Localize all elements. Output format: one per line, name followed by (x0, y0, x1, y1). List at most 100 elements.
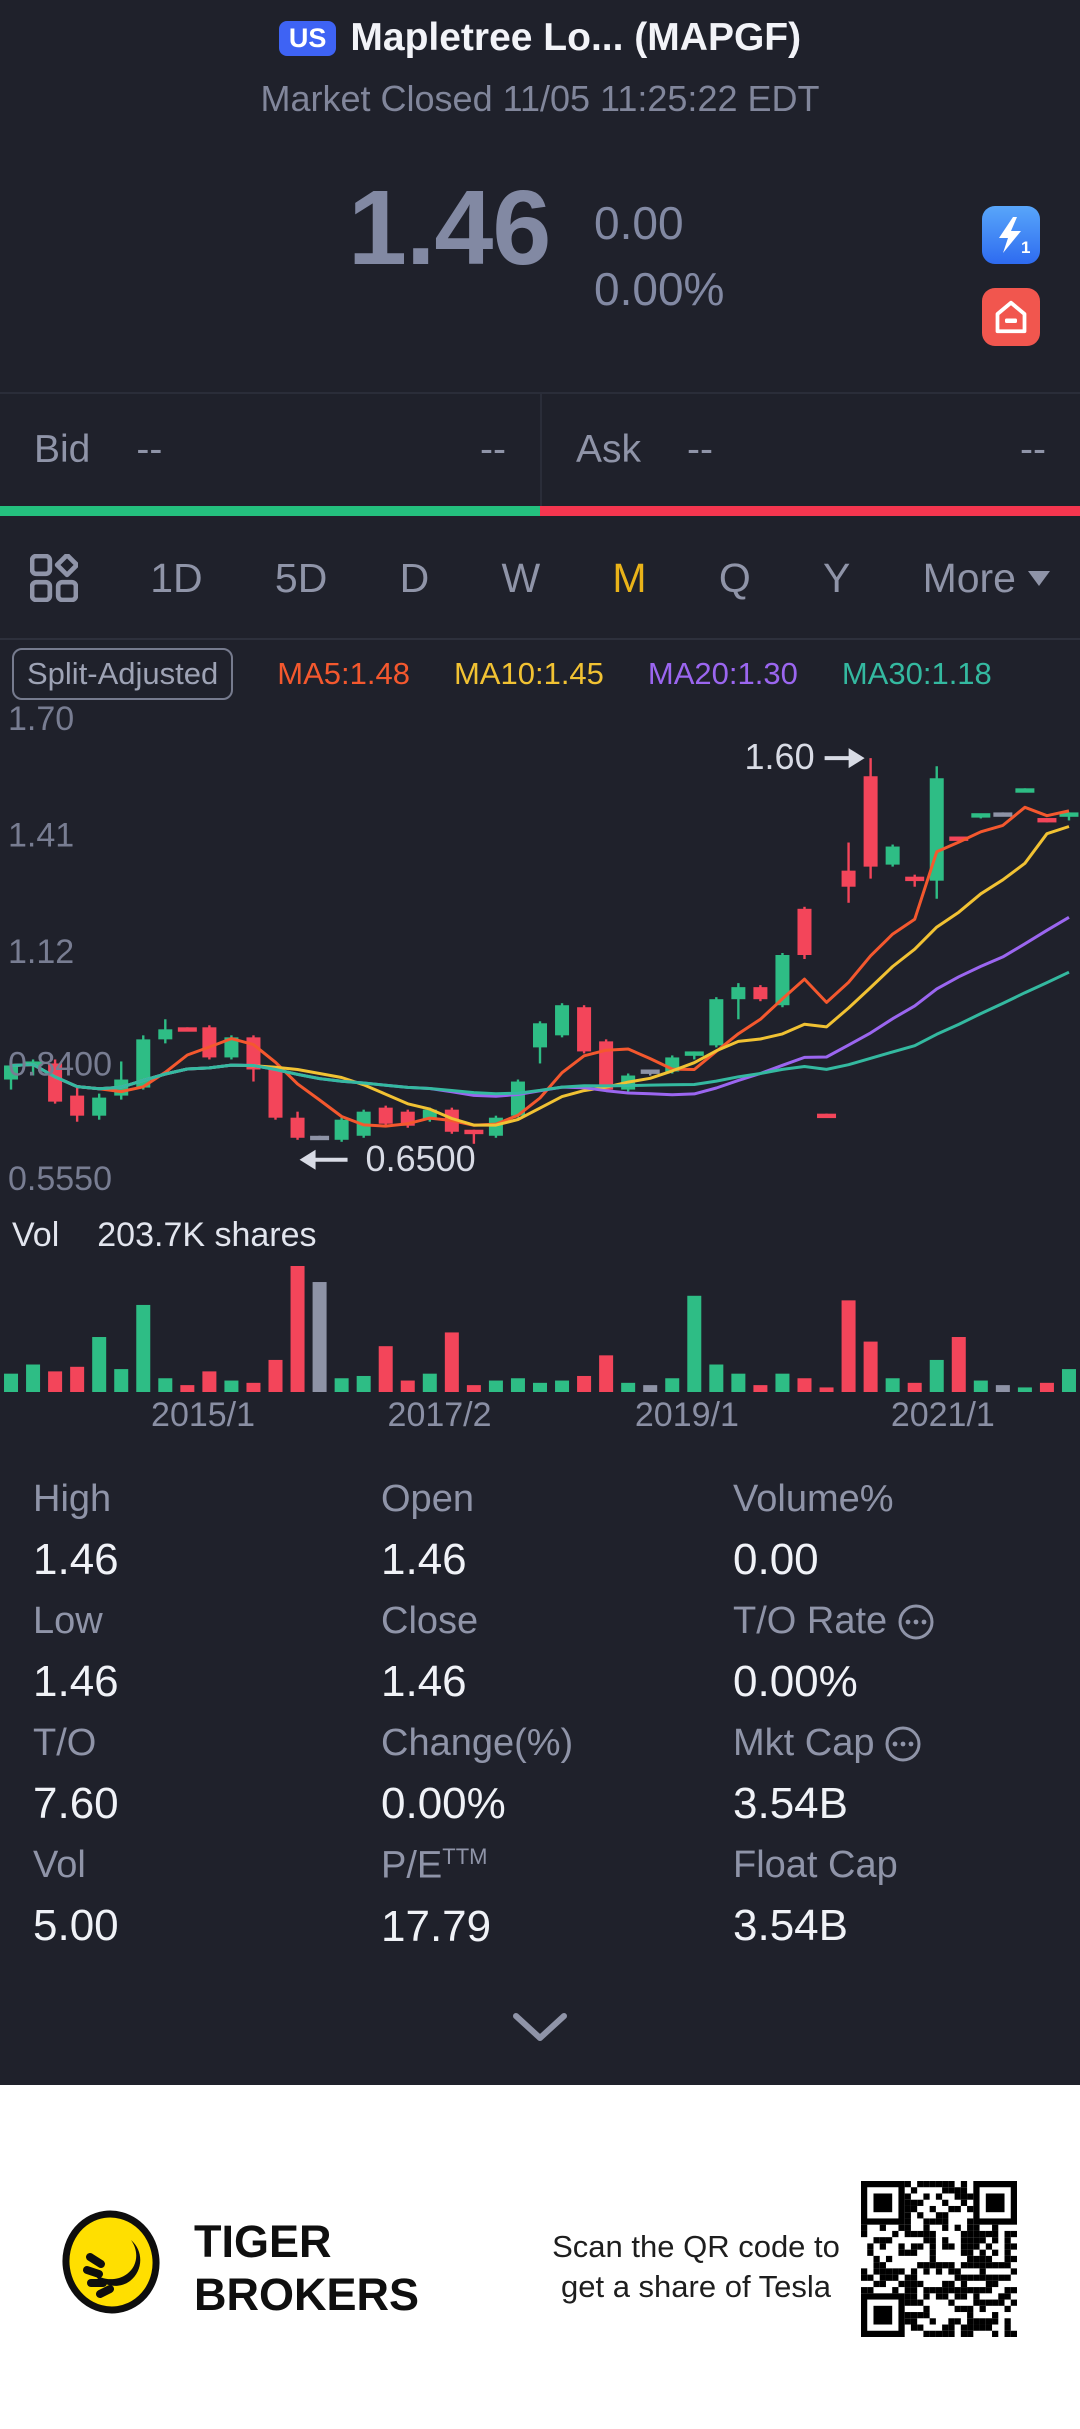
stat-value: 1.46 (33, 1657, 119, 1706)
svg-text:1.70: 1.70 (8, 700, 74, 738)
period-tab-bar: 1D 5D D W M Q Y More (0, 518, 1080, 640)
stat-value: 0.00 (733, 1535, 819, 1584)
stat-value: 1.46 (381, 1657, 467, 1706)
info-ellipsis-icon[interactable] (884, 1725, 922, 1763)
share-footer: TIGER BROKERS Scan the QR code to get a … (0, 2085, 1080, 2429)
stat-low: Low 1.46 (33, 1600, 381, 1722)
x-axis-label: 2021/1 (890, 1396, 995, 1434)
info-ellipsis-icon[interactable] (897, 1603, 935, 1641)
stat-value: 5.00 (33, 1901, 119, 1950)
x-axis-label: 2017/2 (387, 1396, 492, 1434)
ma10-legend: MA10:1.45 (453, 656, 604, 691)
x-axis-label: 2015/1 (151, 1396, 256, 1434)
stat-label: T/O (33, 1722, 97, 1764)
volume-label: Vol (12, 1216, 60, 1254)
svg-text:0.5550: 0.5550 (8, 1160, 112, 1198)
bid-ask-ratio-bar (0, 506, 1080, 516)
tab-quarter[interactable]: Q (718, 554, 751, 601)
bid-ratio-segment (0, 506, 540, 516)
stat-vol: Vol 5.00 (33, 1844, 381, 1966)
stat-value: 0.00% (733, 1657, 858, 1706)
svg-text:0.8400: 0.8400 (8, 1045, 112, 1083)
market-status: Market Closed 11/05 11:25:22 EDT (260, 78, 820, 119)
stat-value: 17.79 (381, 1901, 492, 1951)
stat-value: 1.46 (33, 1535, 119, 1584)
brand-name: TIGER BROKERS (194, 2215, 419, 2321)
tab-month[interactable]: M (612, 554, 647, 601)
home-broker-icon[interactable] (982, 288, 1040, 346)
tab-week[interactable]: W (501, 554, 541, 601)
bid-price: -- (136, 428, 163, 471)
last-price: 1.46 (348, 169, 551, 287)
brand-line-2: BROKERS (194, 2269, 420, 2321)
stat-value: 7.60 (33, 1779, 119, 1828)
stat-mkt-cap: Mkt Cap 3.54B (733, 1722, 1070, 1844)
stat-t-o: T/O 7.60 (33, 1722, 381, 1844)
stats-grid: High 1.46 Open 1.46 Volume% 0.00 Low 1.46 Close 1… (33, 1478, 1070, 1966)
svg-text:1: 1 (1021, 238, 1030, 257)
stat-label: Vol (33, 1844, 86, 1886)
brand-line-1: TIGER (194, 2216, 332, 2267)
volume-value: 203.7K shares (97, 1216, 317, 1254)
svg-text:1.41: 1.41 (8, 816, 74, 854)
ask-size: -- (1020, 428, 1046, 471)
chevron-down-icon (1028, 570, 1050, 586)
stat-open: Open 1.46 (381, 1478, 733, 1600)
more-periods-button[interactable]: More (923, 555, 1050, 602)
indicator-legend: Split-Adjusted MA5:1.48 MA10:1.45 MA20:1… (12, 648, 992, 700)
svg-text:0.6500: 0.6500 (366, 1138, 476, 1179)
stat-value: 0.00% (381, 1779, 506, 1828)
qr-code (861, 2181, 1017, 2337)
price-change-percent: 0.00% (594, 263, 725, 315)
symbol-title: Mapletree Lo... (MAPGF) (350, 16, 802, 59)
tab-year[interactable]: Y (822, 554, 851, 601)
ask-row[interactable]: Ask -- -- (540, 394, 1080, 506)
stat-label: Mkt Cap (733, 1722, 875, 1764)
realtime-quote-icon[interactable]: 1 (982, 206, 1040, 264)
bid-ask-panel: Bid -- -- Ask -- -- (0, 392, 1080, 506)
stat-volume-: Volume% 0.00 (733, 1478, 1070, 1600)
ask-label: Ask (576, 428, 642, 471)
ask-ratio-segment (540, 506, 1080, 516)
tab-day[interactable]: D (399, 554, 430, 601)
lightning-icon: 1 (999, 217, 1030, 257)
tab-5d[interactable]: 5D (274, 554, 328, 601)
expand-chevron-button[interactable] (508, 2008, 572, 2046)
stat-value: 3.54B (733, 1901, 848, 1950)
stat-label: Float Cap (733, 1844, 898, 1886)
ma5-legend: MA5:1.48 (277, 656, 410, 691)
stat-label: Low (33, 1600, 103, 1642)
stat-label: High (33, 1478, 112, 1520)
tab-1d[interactable]: 1D (150, 554, 203, 601)
tiger-brokers-logo (62, 2210, 160, 2314)
qr-caption: Scan the QR code to get a share of Tesla (552, 2229, 840, 2305)
stat-value: 3.54B (733, 1779, 848, 1828)
price-change: 0.00 (594, 197, 684, 249)
bid-label: Bid (34, 428, 91, 471)
bid-size: -- (480, 428, 506, 471)
stat-t-o-rate: T/O Rate 0.00% (733, 1600, 1070, 1722)
stat-float-cap: Float Cap 3.54B (733, 1844, 1070, 1966)
split-adjusted-toggle[interactable]: Split-Adjusted (12, 648, 234, 700)
ma20-legend: MA20:1.30 (647, 656, 798, 691)
us-market-badge: US (278, 20, 337, 56)
stat-close: Close 1.46 (381, 1600, 733, 1722)
candlestick-chart[interactable]: 1.70 1.41 1.12 0.8400 0.5550 1.60 0.6500 (0, 700, 1080, 1200)
house-icon (995, 300, 1027, 334)
x-axis-labels: 2015/1 2017/2 2019/1 2021/1 (0, 1396, 1080, 1438)
stat-value: 1.46 (381, 1535, 467, 1584)
stat-change-: Change(%) 0.00% (381, 1722, 733, 1844)
stat-label: Change(%) (381, 1722, 574, 1764)
stat-label: T/O Rate (733, 1600, 888, 1642)
stat-label: Volume% (733, 1478, 894, 1520)
header: US Mapletree Lo... (MAPGF) Market Closed… (0, 0, 1080, 120)
stat-label-sup: TTM (442, 1844, 488, 1869)
bid-row[interactable]: Bid -- -- (0, 394, 540, 506)
x-axis-label: 2019/1 (634, 1396, 739, 1434)
svg-text:1.60: 1.60 (745, 736, 815, 777)
chart-type-grid-icon[interactable] (30, 554, 78, 602)
stat-label: Close (381, 1600, 479, 1642)
volume-chart[interactable] (0, 1252, 1080, 1398)
svg-text:1.12: 1.12 (8, 933, 74, 971)
